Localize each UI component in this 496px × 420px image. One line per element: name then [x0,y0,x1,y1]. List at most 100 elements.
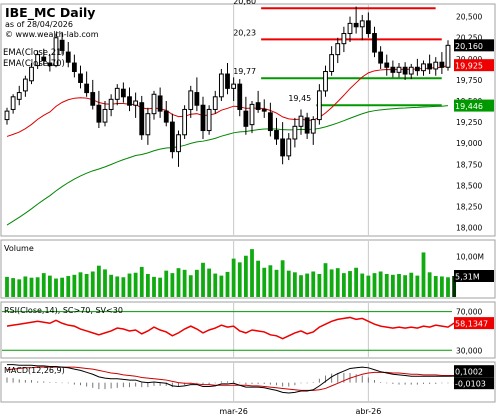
macd-histogram-bar [86,382,88,387]
candle-up [133,100,139,106]
candle-up [212,96,218,110]
ema70-line [6,105,449,226]
volume-bar [207,268,212,297]
candle-down [390,66,396,73]
volume-bar [194,269,199,297]
volume-bar [164,270,169,297]
volume-bar [439,276,444,297]
volume-bar [299,275,303,297]
candle-up [10,96,16,110]
macd-histogram-bar [220,381,222,383]
macd-histogram-bar [306,382,308,384]
price-ytick: 19,750 [456,76,482,85]
candle-up [29,66,34,82]
macd-histogram-bar [441,382,443,384]
volume-bar [305,273,310,297]
macd-histogram-bar [12,378,14,383]
volume-bar [397,273,401,297]
volume-bar [378,271,383,297]
candle-down [414,66,420,72]
macd-histogram-bar [18,379,20,383]
ema21-value-label-box [454,59,494,72]
candle-up [445,44,451,68]
macd-histogram-bar [202,382,204,385]
macd-histogram-bar [92,382,94,388]
price-ytick: 18,000 [456,224,482,233]
rsi-last-label: 58,1347 [455,320,488,329]
volume-bar [145,273,150,297]
volume-bar [29,277,34,297]
volume-bar [225,271,230,297]
macd-histogram-bar [447,382,449,384]
volume-bar [237,262,242,297]
volume-bar [360,273,365,297]
candle-down [47,62,53,67]
volume-bar [60,277,65,297]
last-close-label: 20,160 [455,42,483,51]
volume-bar [78,272,83,297]
macd-histogram-bar [404,382,406,385]
macd-histogram-bar [318,378,320,383]
rsi-line [6,316,455,340]
volume-bar [256,260,261,297]
candle-up [176,134,181,153]
macd-histogram-bar [135,382,137,387]
macd-histogram-bar [214,382,216,384]
rsi-title: RSI(Close,14), SC>70, SV<30 [4,306,123,315]
candle-up [347,22,353,35]
volume-bar [446,277,450,297]
price-ytick: 20,500 [456,13,482,22]
candle-down [384,62,390,68]
macd-histogram-bar [251,382,253,384]
macd-histogram-bar [165,382,167,386]
macd-histogram-bar [343,372,345,383]
ema21-value-label: 19,925 [455,62,483,71]
candle-down [96,104,102,123]
macd-histogram-bar [178,382,179,387]
volume-bar [243,255,248,297]
candle-up [341,33,347,45]
candle-down [365,20,371,35]
macd-histogram-bar [276,382,277,386]
asof-label: as of 28/04/2026 [5,20,73,29]
macd-histogram-bar [49,382,51,383]
volume-bar [280,260,285,297]
candle-up [16,92,22,100]
candle-up [108,98,114,110]
macd-histogram-bar [233,380,235,383]
rsi-ytick: 70,000 [456,308,482,317]
candle-up [4,110,10,121]
volume-bar [250,249,254,297]
candle-down [274,130,279,140]
candle-down [372,33,377,53]
candle-up [421,63,426,72]
candle-up [114,87,120,100]
volume-bar [274,269,279,297]
volume-bar [219,275,224,297]
volume-bar [152,276,156,297]
volume-bar [17,279,22,297]
price-ytick: 18,250 [456,202,482,211]
candle-down [225,73,230,89]
xtick-abr: abr-26 [355,407,381,416]
macd-histogram-bar [392,382,394,384]
volume-bar [139,266,144,297]
candle-down [194,92,200,106]
volume-bar [35,277,40,297]
candle-down [402,66,408,75]
macd-histogram-bar [239,382,241,384]
candle-down [59,39,65,51]
volume-bar [403,275,408,297]
macd-histogram-bar [263,382,265,384]
volume-bar [292,272,297,297]
volume-bar [433,276,438,297]
candle-down [304,117,310,134]
candle-up [218,73,224,98]
volume-bar [427,272,432,297]
volume-bar [262,267,267,297]
candle-down [280,138,286,157]
candle-up [151,93,157,115]
macd-histogram-bar [257,382,259,384]
macd-histogram-bar [300,382,302,384]
